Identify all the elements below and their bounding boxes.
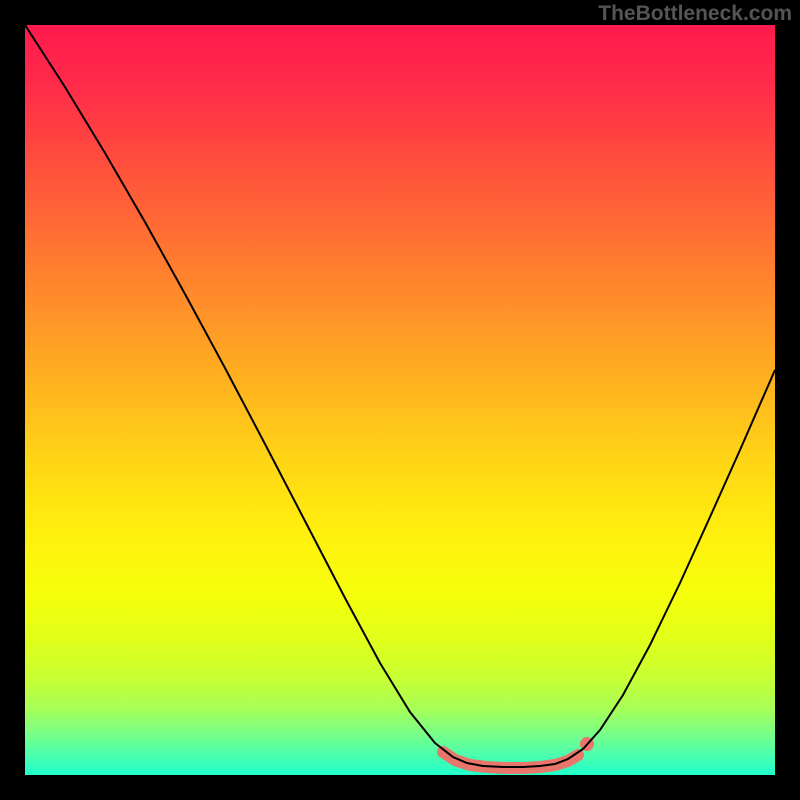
optimal-range-highlight [443, 752, 578, 768]
watermark-text: TheBottleneck.com [598, 2, 792, 26]
bottleneck-curve-line [25, 25, 775, 767]
bottleneck-curve [25, 25, 775, 775]
chart-plot-area [25, 25, 775, 775]
